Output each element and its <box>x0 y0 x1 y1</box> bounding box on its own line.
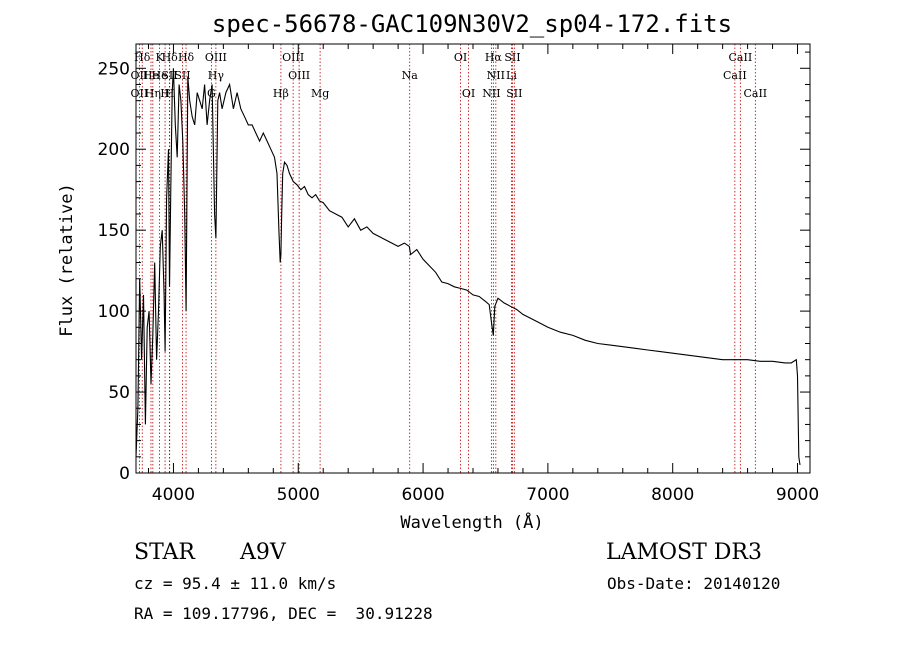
observation-date: Obs-Date: 20140120 <box>607 574 781 593</box>
line-label-24: SII <box>504 51 520 64</box>
line-label-11: SII <box>174 69 190 82</box>
redshift-cz: cz = 95.4 ± 11.0 km/s <box>134 574 337 593</box>
plot-frame <box>135 43 811 474</box>
x-tick-label-4: 8000 <box>651 485 694 505</box>
x-tick-label-0: 4000 <box>152 485 195 505</box>
line-label-13: OIII <box>205 51 227 64</box>
x-tick-label-3: 7000 <box>526 485 569 505</box>
y-tick-label-5: 250 <box>98 59 130 79</box>
line-label-3: He <box>143 69 159 82</box>
line-label-6: He <box>152 69 168 82</box>
x-tick-label-5: 9000 <box>776 485 819 505</box>
line-label-4: Hη <box>145 87 161 100</box>
line-label-29: CaII <box>729 51 753 64</box>
line-label-31: CaII <box>743 87 767 100</box>
y-tick-label-1: 50 <box>108 383 130 403</box>
y-tick-label-0: 0 <box>119 464 130 484</box>
chart-title: spec-56678-GAC109N30V2_sp04-172.fits <box>212 10 732 38</box>
line-label-1: OII <box>131 69 149 82</box>
x-tick-label-2: 6000 <box>401 485 444 505</box>
line-label-15: G <box>207 87 216 100</box>
line-label-28: SII <box>506 87 522 100</box>
object-subclass: A9V <box>240 540 286 565</box>
coordinates: RA = 109.17796, DEC = 30.91228 <box>134 604 433 623</box>
line-label-17: OIII <box>288 69 310 82</box>
x-axis: 4000 5000 6000 7000 8000 9000 <box>147 44 819 505</box>
line-label-2: OII <box>131 87 149 100</box>
line-label-19: Mg <box>311 87 329 100</box>
line-label-27: NII <box>482 87 500 100</box>
line-label-22: OI <box>462 87 475 100</box>
line-label-16: OIII <box>282 51 304 64</box>
line-label-21: OI <box>454 51 467 64</box>
y-axis: 0 50 100 150 200 250 <box>98 51 810 484</box>
x-tick-label-1: 5000 <box>277 485 320 505</box>
x-axis-label: Wavelength (Å) <box>400 511 543 533</box>
line-label-23: Hα <box>485 51 503 64</box>
line-label-25: NII <box>487 69 505 82</box>
y-tick-label-4: 200 <box>98 140 130 160</box>
y-tick-label-3: 150 <box>98 221 130 241</box>
y-axis-label: Flux (relative) <box>57 183 77 337</box>
line-label-14: Hγ <box>208 69 225 82</box>
line-label-12: Hδ <box>178 51 195 64</box>
line-label-5: K <box>155 51 164 64</box>
spectral-line-markers <box>138 44 756 473</box>
spectrum-series <box>135 68 801 465</box>
line-label-30: CaII <box>723 69 747 82</box>
line-label-0: Hδ <box>134 51 151 64</box>
object-class: STAR <box>134 540 195 565</box>
line-label-18: Hβ <box>273 87 289 100</box>
survey-name: LAMOST DR3 <box>606 540 762 565</box>
line-label-10: H <box>165 87 175 100</box>
line-label-20: Na <box>402 69 419 82</box>
line-label-26: Li <box>506 69 517 82</box>
y-tick-label-2: 100 <box>98 302 130 322</box>
line-label-7: H <box>160 87 170 100</box>
line-label-8: Hδ <box>162 51 179 64</box>
